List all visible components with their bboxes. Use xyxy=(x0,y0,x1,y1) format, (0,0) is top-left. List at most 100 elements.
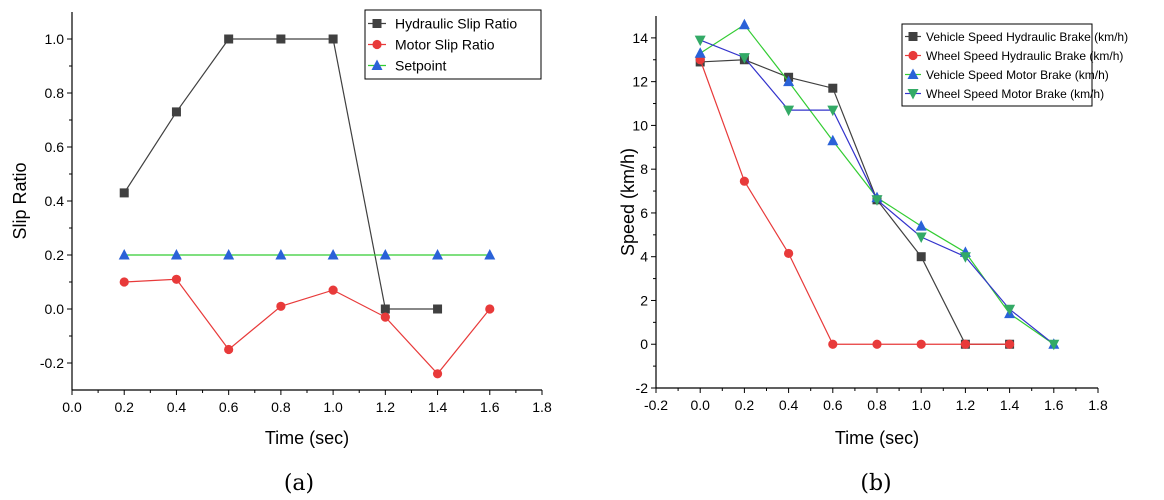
data-point xyxy=(827,134,839,146)
y-tick-label: -2 xyxy=(636,380,649,396)
x-tick-label: 1.4 xyxy=(1000,397,1020,413)
y-tick-label: 12 xyxy=(632,74,648,90)
data-point xyxy=(328,34,338,44)
x-tick-label: 1.4 xyxy=(428,399,448,415)
legend-label: Hydraulic Slip Ratio xyxy=(395,16,517,32)
y-axis-title: Speed (km/h) xyxy=(618,148,638,256)
legend-box xyxy=(364,9,542,80)
legend-label: Vehicle Speed Hydraulic Brake (km/h) xyxy=(926,30,1128,44)
data-point xyxy=(224,34,234,44)
x-tick-label: 1.8 xyxy=(532,399,552,415)
data-point xyxy=(783,105,795,117)
legend-marker xyxy=(907,68,919,79)
legend-label: Setpoint xyxy=(395,58,446,74)
series-line xyxy=(700,59,1010,345)
legend-marker xyxy=(908,32,918,41)
data-point xyxy=(223,249,235,260)
data-point xyxy=(380,312,390,322)
data-point xyxy=(959,252,971,263)
y-tick-label: 2 xyxy=(640,292,648,308)
x-tick-label: 0.4 xyxy=(779,397,799,413)
panel-caption: (b) xyxy=(860,471,891,496)
chart-a-slip-ratio: 0.0 0.2 0.4 0.6 0.8 1.0 1.2 1.4 1.6 1.8 -0.2 0.0 0.2… xyxy=(10,9,552,496)
data-point xyxy=(916,339,926,349)
data-point xyxy=(327,249,339,260)
data-point xyxy=(827,105,839,117)
legend-marker xyxy=(372,39,382,50)
x-tick-label: 0.6 xyxy=(823,397,843,413)
data-point xyxy=(871,195,883,206)
data-point xyxy=(738,53,750,64)
data-point xyxy=(1005,339,1015,349)
legend-marker xyxy=(372,19,382,28)
y-axis-title: Slip Ratio xyxy=(10,162,30,239)
data-point xyxy=(484,249,496,260)
data-point xyxy=(784,248,794,259)
legend-label: Wheel Speed Motor Brake (km/h) xyxy=(926,87,1104,101)
data-point xyxy=(379,249,391,260)
data-point xyxy=(171,274,182,284)
data-point xyxy=(694,47,706,58)
data-point xyxy=(432,249,444,260)
data-point xyxy=(432,369,443,379)
data-point xyxy=(694,35,706,47)
data-point xyxy=(960,339,971,349)
data-point xyxy=(380,304,390,314)
legend-marker xyxy=(908,50,918,61)
data-point xyxy=(915,220,927,231)
y-tick-label: 0.6 xyxy=(45,139,65,155)
data-point xyxy=(119,277,129,287)
legend-label: Wheel Speed Hydraulic Brake (km/h) xyxy=(926,49,1123,63)
data-point xyxy=(276,34,286,44)
data-point xyxy=(739,176,750,186)
data-point xyxy=(119,188,129,198)
legend-label: Vehicle Speed Motor Brake (km/h) xyxy=(926,68,1109,82)
data-point xyxy=(1004,304,1016,316)
y-tick-label: 0.2 xyxy=(45,247,65,263)
x-tick-label: 1.0 xyxy=(323,399,343,415)
y-tick-label: 6 xyxy=(640,205,648,221)
data-point xyxy=(485,304,495,314)
data-point xyxy=(783,75,795,87)
x-tick-label: 1.2 xyxy=(956,397,976,413)
data-point xyxy=(275,249,287,260)
series-line xyxy=(124,278,491,375)
x-tick-label: 0.4 xyxy=(167,399,187,415)
y-tick-label: 0.8 xyxy=(45,85,65,101)
x-tick-label: 1.6 xyxy=(1044,397,1064,413)
x-tick-label: 0.0 xyxy=(690,397,710,413)
y-tick-label: 0.0 xyxy=(45,301,65,317)
x-tick-label: 0.2 xyxy=(735,397,755,413)
chart-b-speed: -0.2 0.0 0.2 0.4 0.6 0.8 1.0 1.2 1.4 1.6 1.8 -2 0 2 4 6… xyxy=(618,16,1128,496)
y-tick-label: 10 xyxy=(632,117,648,133)
y-tick-label: 0.4 xyxy=(45,193,65,209)
x-tick-label: -0.2 xyxy=(644,397,668,413)
legend-box xyxy=(901,23,1093,107)
x-tick-label: 0.0 xyxy=(62,399,82,415)
data-point xyxy=(828,339,838,349)
x-axis-title: Time (sec) xyxy=(835,428,919,448)
x-tick-label: 1.0 xyxy=(911,397,931,413)
series-line xyxy=(699,59,1010,345)
data-point xyxy=(828,83,838,93)
y-tick-label: -0.2 xyxy=(40,355,64,371)
x-tick-label: 1.8 xyxy=(1088,397,1108,413)
data-point xyxy=(738,18,750,30)
y-tick-label: 1.0 xyxy=(45,31,65,47)
legend-marker xyxy=(371,59,383,70)
x-tick-label: 0.2 xyxy=(114,399,134,415)
data-point xyxy=(170,249,182,260)
data-point xyxy=(224,344,234,355)
y-tick-label: 8 xyxy=(640,161,648,177)
data-point xyxy=(328,285,338,295)
data-point xyxy=(118,249,130,260)
x-axis-title: Time (sec) xyxy=(265,428,349,448)
x-tick-label: 0.8 xyxy=(271,399,291,415)
y-tick-label: 14 xyxy=(632,30,648,46)
x-tick-label: 1.6 xyxy=(480,399,500,415)
x-tick-label: 1.2 xyxy=(376,399,396,415)
data-point xyxy=(276,301,286,311)
data-point xyxy=(916,252,926,262)
panel-caption: (a) xyxy=(284,471,314,496)
